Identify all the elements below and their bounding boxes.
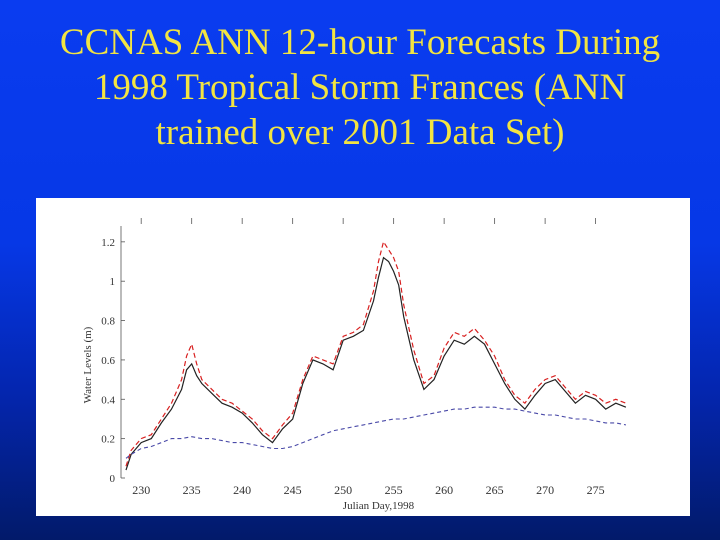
y-tick-label: 0.6 (101, 355, 115, 367)
x-tick-label: 255 (385, 483, 403, 497)
water-level-chart: 0 0.2 0.4 0.6 0.8 1 1.2 230 235 240 245 250 255 260 26… (82, 218, 627, 512)
x-tick-label: 235 (183, 483, 201, 497)
slide-title: CCNAS ANN 12-hour Forecasts During 1998 … (0, 20, 720, 155)
y-axis-label: Water Levels (m) (82, 326, 94, 403)
y-tick-label: 0.8 (101, 316, 115, 328)
slide-title-line-1: CCNAS ANN 12-hour Forecasts During (59, 22, 661, 63)
x-tick-label: 265 (486, 483, 504, 497)
y-tick-label: 0.2 (101, 434, 115, 446)
y-tick-label: 0 (110, 473, 116, 485)
series-line-3 (125, 406, 627, 459)
axes-layer: 0 0.2 0.4 0.6 0.8 1 1.2 230 235 240 245 250 255 260 26… (82, 218, 605, 512)
x-tick-label: 245 (284, 483, 302, 497)
slide-title-line-3: trained over 2001 Data Set) (155, 112, 565, 153)
y-tick-label: 1.2 (101, 237, 115, 249)
series-line-2 (125, 240, 627, 467)
x-tick-label: 250 (334, 483, 352, 497)
series-layer (125, 240, 627, 471)
x-tick-label: 230 (132, 483, 150, 497)
x-tick-label: 270 (536, 483, 554, 497)
slide-title-line-2: 1998 Tropical Storm Frances (ANN (93, 67, 627, 108)
x-axis-label: Julian Day,1998 (343, 500, 415, 512)
y-tick-label: 0.4 (101, 394, 115, 406)
x-tick-label: 275 (587, 483, 605, 497)
series-line-1 (125, 256, 627, 471)
y-tick-label: 1 (110, 276, 116, 288)
x-tick-label: 260 (435, 483, 453, 497)
chart-panel: 0 0.2 0.4 0.6 0.8 1 1.2 230 235 240 245 250 255 260 26… (36, 198, 690, 516)
x-tick-label: 240 (233, 483, 251, 497)
